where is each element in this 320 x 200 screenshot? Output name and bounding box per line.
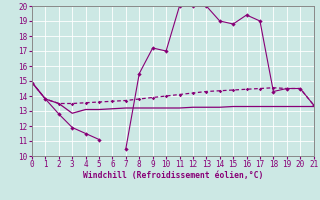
X-axis label: Windchill (Refroidissement éolien,°C): Windchill (Refroidissement éolien,°C) xyxy=(83,171,263,180)
